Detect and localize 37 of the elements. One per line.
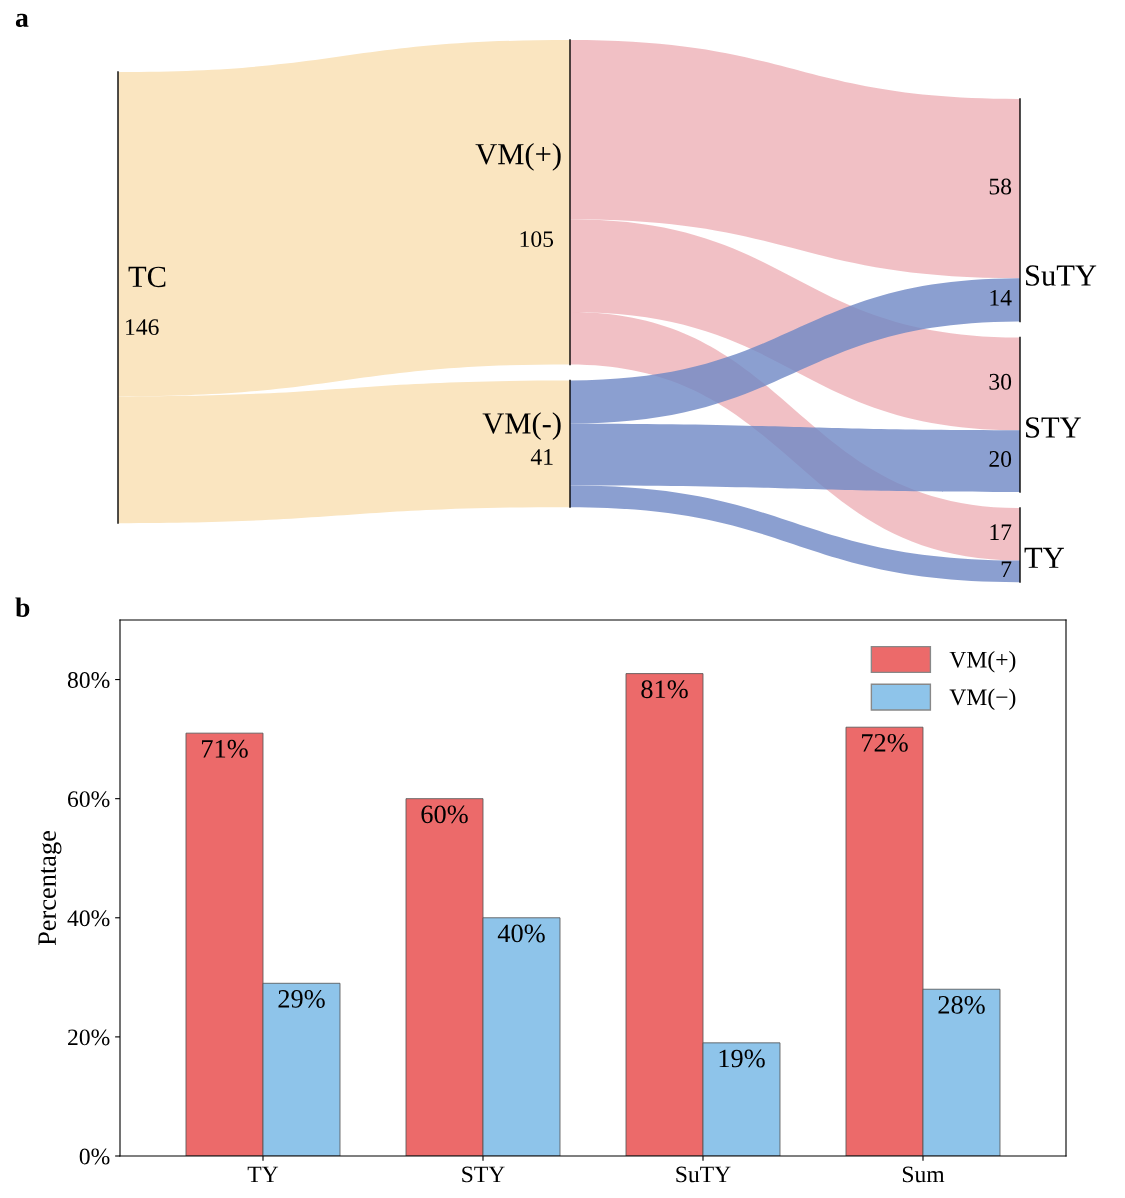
chart-title: b <box>15 597 30 617</box>
data-label: 30 <box>989 373 1012 390</box>
text: a <box>15 13 29 27</box>
data-label: 28% <box>938 995 985 1014</box>
category-label: STY <box>1026 417 1081 438</box>
category-label: VM(-) <box>482 412 561 440</box>
data-label: 40% <box>497 924 545 943</box>
data-label: 81% <box>641 680 688 699</box>
y-tick-label: 20% <box>68 1029 110 1046</box>
data-label: 60% <box>421 805 468 824</box>
category-label: TY <box>1024 547 1064 568</box>
legend-label: VM(+) <box>949 651 1016 673</box>
legend-label: VM(−) <box>949 688 1016 711</box>
y-tick-label: 0% <box>79 1148 110 1165</box>
data-label: 17 <box>990 524 1012 540</box>
x-tick-label: STY <box>462 1166 505 1183</box>
data-label: 14 <box>990 289 1012 306</box>
category-label: TC <box>128 266 166 288</box>
y-tick-label: 80% <box>67 672 110 689</box>
data-label: 7 <box>1001 561 1012 577</box>
data-label: 41 <box>530 449 553 465</box>
category-label: SuTY <box>1026 265 1097 286</box>
data-label: 19% <box>719 1049 765 1068</box>
data-label: 71% <box>202 739 248 758</box>
y-tick-label: 60% <box>68 791 110 808</box>
category-label: VM(+) <box>475 142 561 171</box>
data-label: 105 <box>520 231 554 248</box>
y-axis-title: Percentage <box>38 831 62 946</box>
y-tick-label: 40% <box>67 910 110 927</box>
x-tick-label: SuTY <box>676 1166 731 1183</box>
x-tick-label: TY <box>247 1166 279 1183</box>
data-label: 58 <box>989 178 1012 195</box>
data-label: 20 <box>989 451 1012 467</box>
x-tick-label: Sum <box>902 1166 945 1183</box>
data-label: 72% <box>862 733 908 752</box>
data-label: 29% <box>278 990 325 1008</box>
data-label: 146 <box>126 319 159 336</box>
